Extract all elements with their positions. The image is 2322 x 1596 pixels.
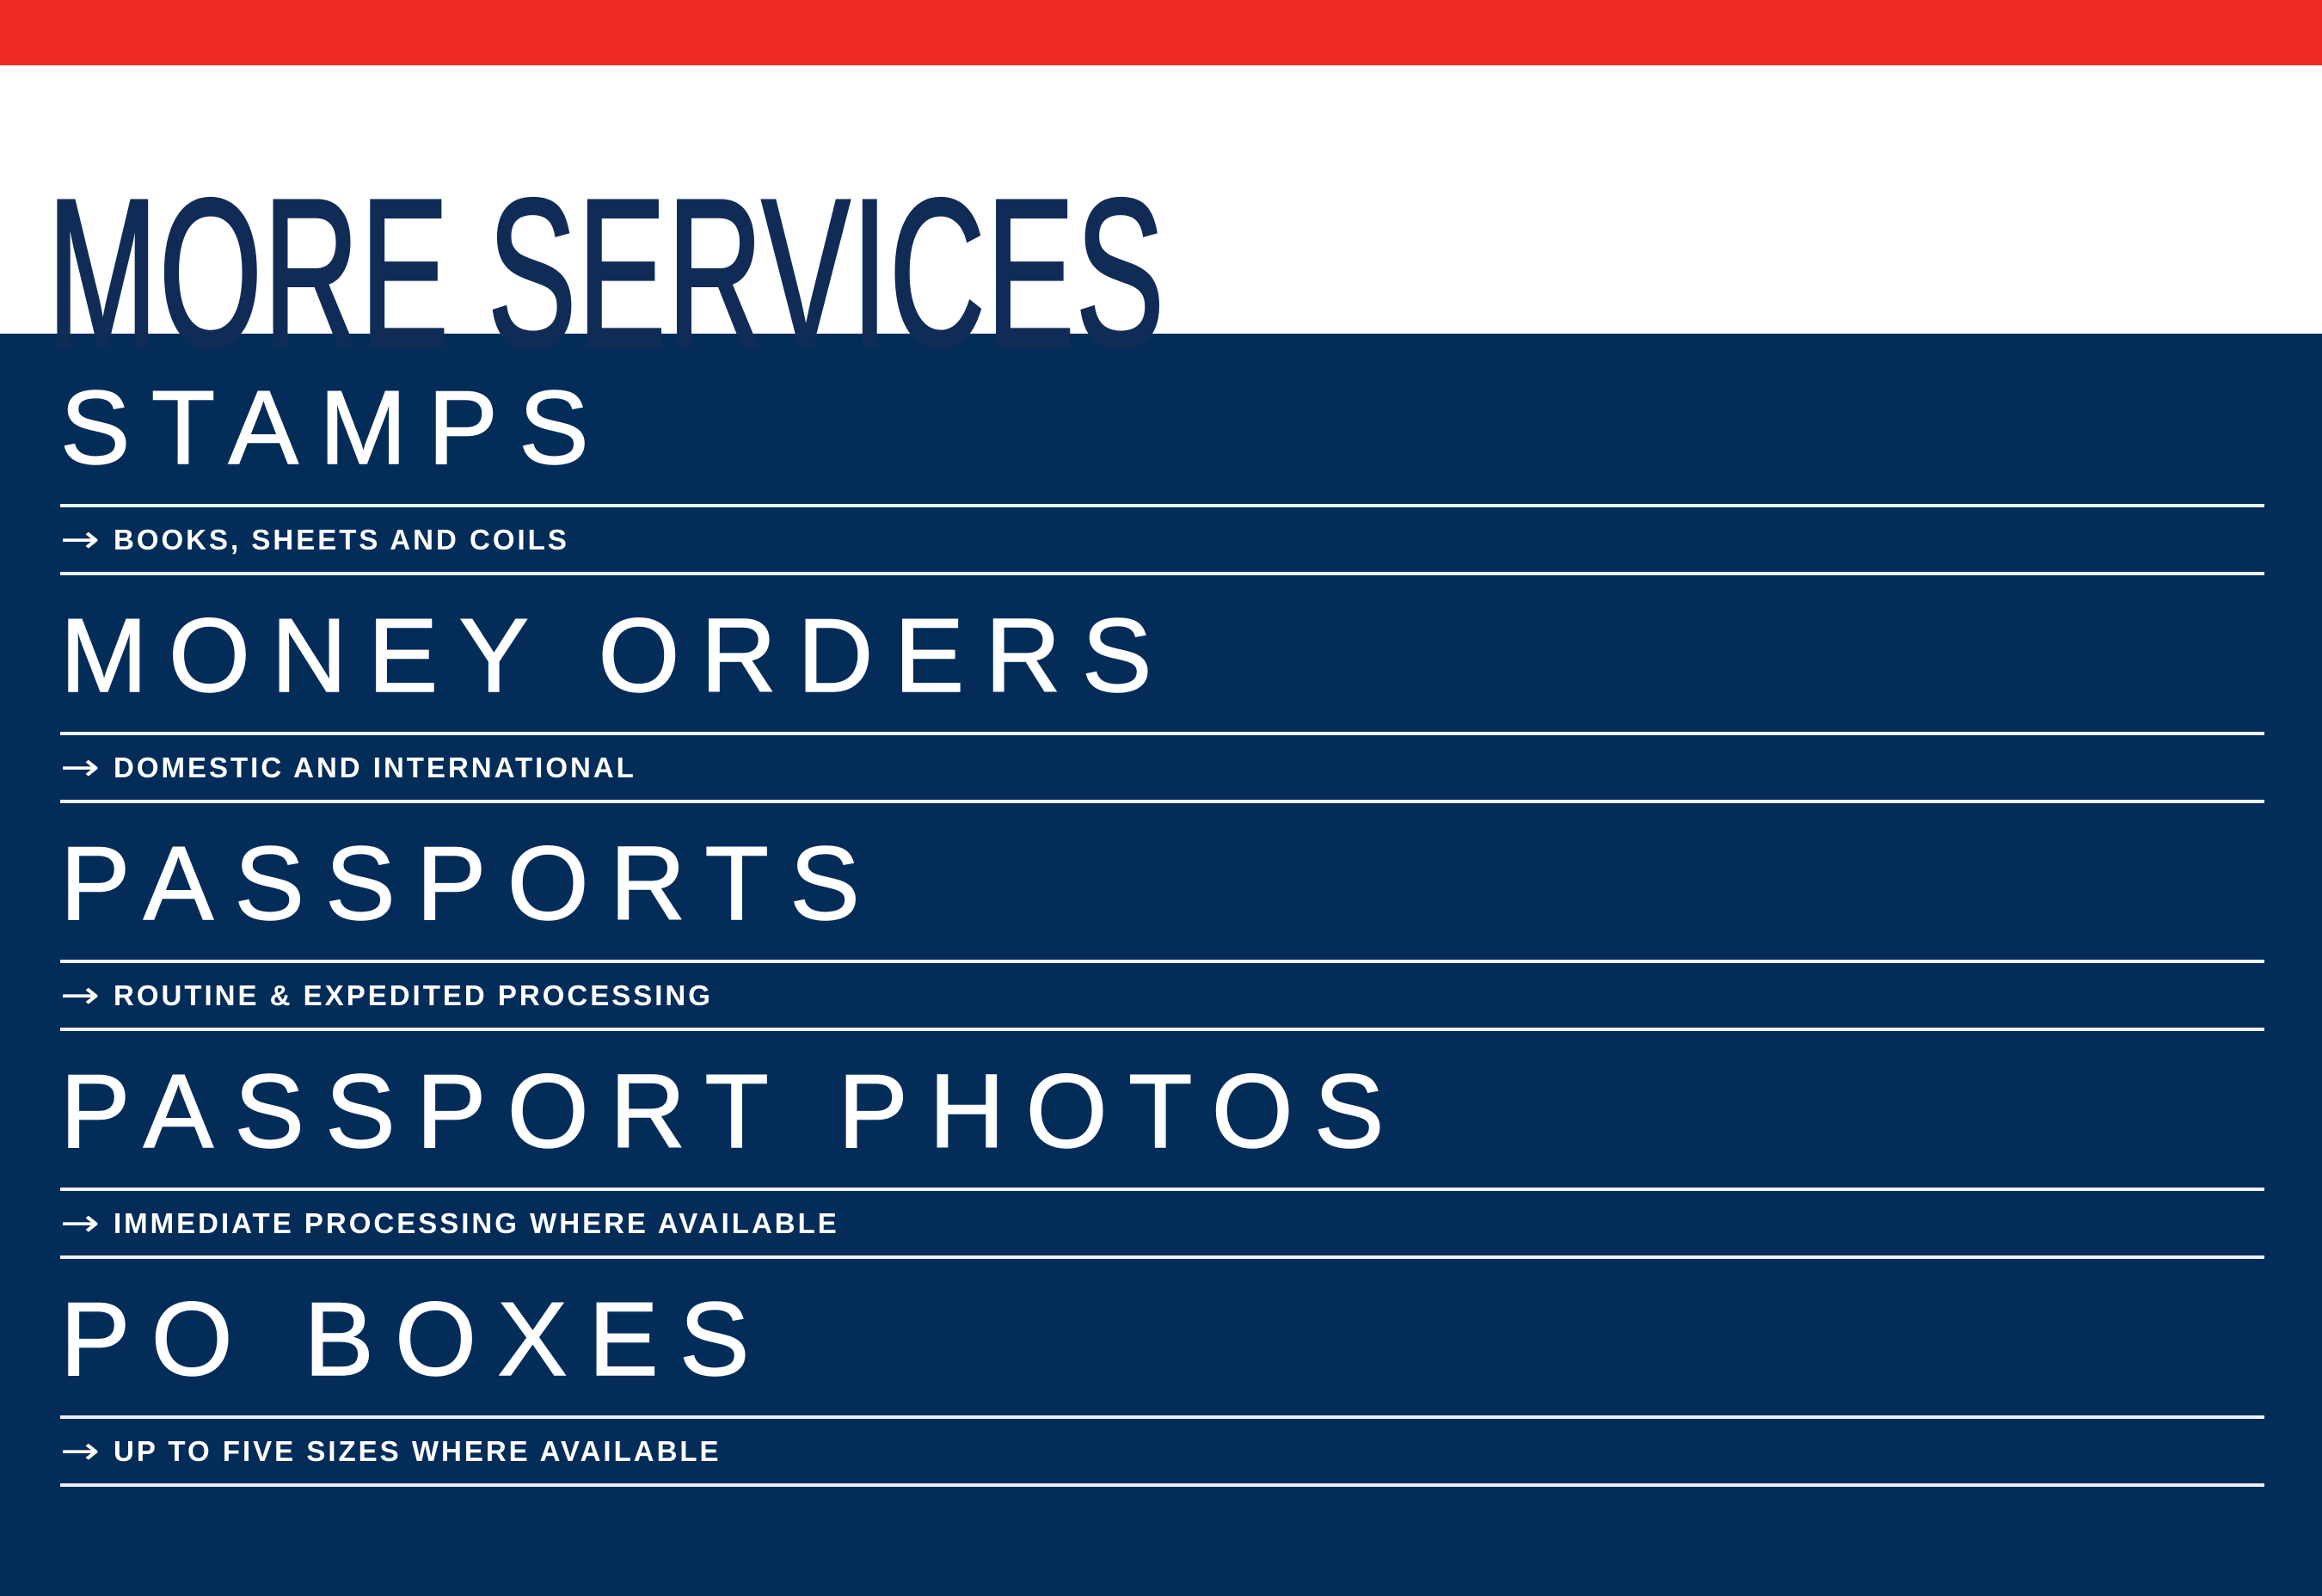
divider — [60, 1028, 2264, 1031]
service-detail: DOMESTIC AND INTERNATIONAL — [114, 752, 636, 783]
divider — [60, 1188, 2264, 1191]
divider — [60, 1483, 2264, 1487]
service-section-stamps: STAMPS → BOOKS, SHEETS AND COILS — [59, 369, 2264, 575]
page-title: MORE SERVICES — [46, 155, 1166, 390]
arrow-icon: → — [60, 973, 101, 1017]
service-detail: BOOKS, SHEETS AND COILS — [114, 524, 569, 556]
divider — [60, 732, 2264, 735]
header-band: MORE SERVICES — [0, 65, 2322, 380]
arrow-icon: → — [60, 1429, 101, 1473]
service-detail: UP TO FIVE SIZES WHERE AVAILABLE — [114, 1435, 722, 1467]
service-detail-row: → UP TO FIVE SIZES WHERE AVAILABLE — [60, 1432, 2264, 1471]
arrow-icon: → — [60, 1201, 101, 1245]
divider — [60, 1255, 2264, 1259]
divider — [60, 504, 2264, 507]
divider — [60, 800, 2264, 803]
service-heading: PASSPORT PHOTOS — [59, 1053, 1405, 1169]
divider — [60, 572, 2264, 575]
service-detail: ROUTINE & EXPEDITED PROCESSING — [114, 979, 713, 1011]
arrow-icon: → — [60, 518, 101, 562]
divider — [60, 960, 2264, 963]
top-red-bar — [0, 0, 2322, 65]
service-detail-row: → DOMESTIC AND INTERNATIONAL — [60, 748, 2264, 788]
service-detail: IMMEDIATE PROCESSING WHERE AVAILABLE — [114, 1207, 839, 1239]
service-heading: PASSPORTS — [59, 825, 882, 942]
service-heading: PO BOXES — [59, 1280, 771, 1397]
service-section-po-boxes: PO BOXES → UP TO FIVE SIZES WHERE AVAILA… — [59, 1280, 2264, 1487]
service-section-money-orders: MONEY ORDERS → DOMESTIC AND INTERNATIONA… — [59, 597, 2264, 803]
services-list: STAMPS → BOOKS, SHEETS AND COILS MONEY O… — [0, 334, 2322, 1596]
arrow-icon: → — [60, 746, 101, 789]
service-detail-row: → IMMEDIATE PROCESSING WHERE AVAILABLE — [60, 1204, 2264, 1243]
service-detail-row: → ROUTINE & EXPEDITED PROCESSING — [60, 976, 2264, 1016]
service-heading: STAMPS — [59, 369, 610, 486]
divider — [60, 1415, 2264, 1419]
service-section-passport-photos: PASSPORT PHOTOS → IMMEDIATE PROCESSING W… — [59, 1053, 2264, 1259]
service-detail-row: → BOOKS, SHEETS AND COILS — [60, 520, 2264, 560]
service-heading: MONEY ORDERS — [59, 597, 1173, 714]
service-section-passports: PASSPORTS → ROUTINE & EXPEDITED PROCESSI… — [59, 825, 2264, 1031]
